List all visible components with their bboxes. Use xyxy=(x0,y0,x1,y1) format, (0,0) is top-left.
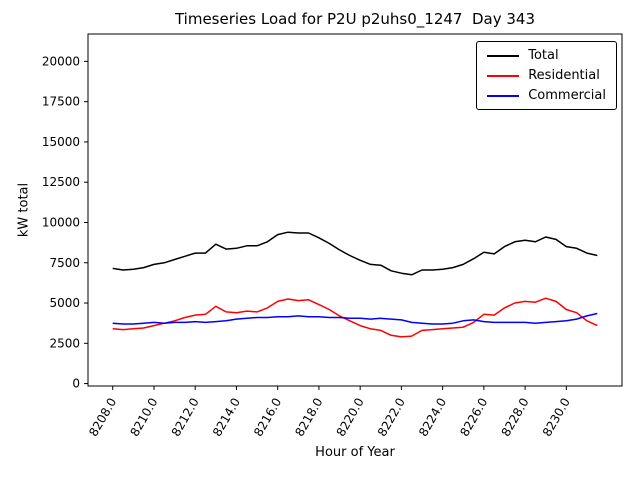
y-tick-label: 5000 xyxy=(49,296,80,310)
y-tick-label: 17500 xyxy=(42,95,80,109)
y-axis-label: kW total xyxy=(16,182,32,238)
legend-label-commercial: Commercial xyxy=(528,88,606,103)
total-line xyxy=(112,231,598,276)
legend-item-commercial: Commercial xyxy=(487,89,606,102)
y-tick-label: 12500 xyxy=(42,175,80,189)
legend: Total Residential Commercial xyxy=(476,41,617,110)
residential-line-swatch xyxy=(487,74,520,77)
x-tick-label: 8218.0 xyxy=(292,396,325,439)
x-tick-label: 8228.0 xyxy=(499,396,532,439)
legend-label-residential: Residential xyxy=(528,68,600,83)
x-tick-label: 8222.0 xyxy=(375,396,408,439)
residential-line xyxy=(112,297,598,338)
commercial-line xyxy=(112,312,598,325)
x-axis-label: Hour of Year xyxy=(315,445,395,460)
y-tick-label: 15000 xyxy=(42,135,80,149)
plot-frame xyxy=(87,33,623,387)
y-tick-label: 0 xyxy=(72,377,80,391)
legend-item-total: Total xyxy=(487,49,606,62)
x-tick-label: 8220.0 xyxy=(334,396,367,439)
x-tick-label: 8224.0 xyxy=(416,396,449,439)
y-tick-label: 20000 xyxy=(42,54,80,68)
legend-item-residential: Residential xyxy=(487,69,606,82)
x-tick-label: 8212.0 xyxy=(169,396,202,439)
total-line-swatch xyxy=(487,54,520,57)
x-tick-label: 8210.0 xyxy=(127,396,160,439)
x-tick-label: 8216.0 xyxy=(251,396,284,439)
legend-label-total: Total xyxy=(528,48,559,63)
x-tick-label: 8230.0 xyxy=(540,396,573,439)
y-tick-label: 7500 xyxy=(49,256,80,270)
commercial-line-swatch xyxy=(487,94,520,97)
y-tick-label: 2500 xyxy=(49,336,80,350)
x-tick-label: 8226.0 xyxy=(457,395,490,438)
chart-title: Timeseries Load for P2U p2uhs0_1247 Day … xyxy=(174,10,536,28)
y-tick-label: 10000 xyxy=(42,215,80,229)
x-tick-label: 8214.0 xyxy=(210,396,243,439)
x-tick-label: 8208.0 xyxy=(86,396,119,439)
